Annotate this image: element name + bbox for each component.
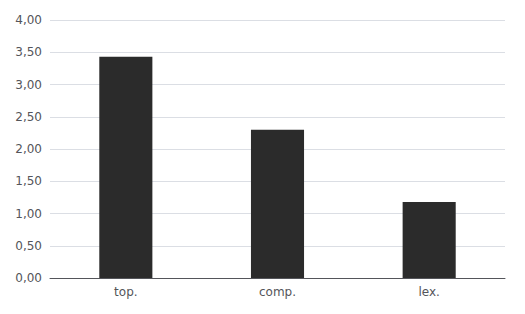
svg-text:3,00: 3,00 — [15, 78, 42, 92]
svg-text:top.: top. — [114, 285, 137, 299]
svg-text:comp.: comp. — [259, 285, 296, 299]
svg-text:lex.: lex. — [418, 285, 439, 299]
svg-text:0,00: 0,00 — [15, 271, 42, 285]
svg-text:3,50: 3,50 — [15, 45, 42, 59]
svg-text:2,50: 2,50 — [15, 110, 42, 124]
svg-text:0,50: 0,50 — [15, 239, 42, 253]
svg-text:4,00: 4,00 — [15, 13, 42, 27]
svg-text:1,50: 1,50 — [15, 174, 42, 188]
svg-text:2,00: 2,00 — [15, 142, 42, 156]
svg-text:1,00: 1,00 — [15, 207, 42, 221]
